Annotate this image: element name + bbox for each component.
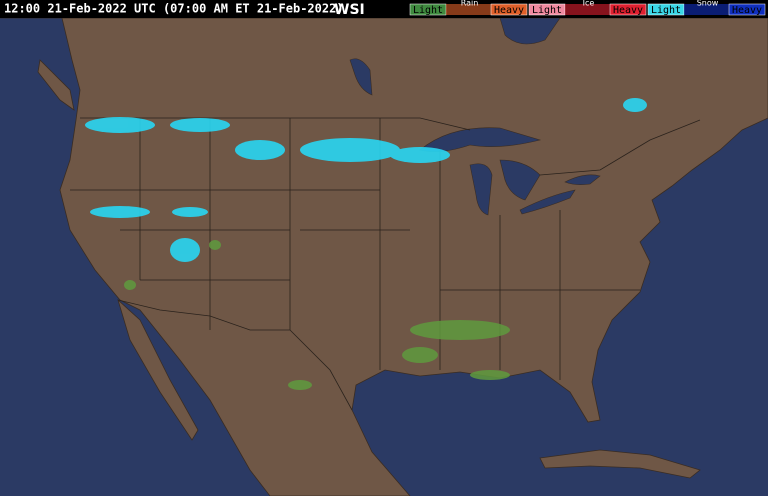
snow-echoes xyxy=(85,98,647,262)
baja xyxy=(117,298,199,441)
vancouver-island xyxy=(37,59,75,111)
legend-group-title: Snow xyxy=(697,0,719,8)
lake-erie xyxy=(519,189,576,215)
snow-echo xyxy=(85,117,155,133)
snow-echo xyxy=(170,118,230,132)
legend-low-label: Light xyxy=(651,5,681,16)
snow-echo xyxy=(390,147,450,163)
legend-mid-swatch xyxy=(446,4,491,15)
legend: Light Heavy Rain Light Heavy Ice Light Heavy Sno… xyxy=(409,0,766,16)
lake-huron xyxy=(499,159,541,201)
borders xyxy=(70,117,701,411)
rain-echo xyxy=(410,320,510,340)
legend-group-title: Rain xyxy=(461,0,479,8)
timestamp: 12:00 21-Feb-2022 UTC (07:00 AM ET 21-Fe… xyxy=(4,2,344,16)
lake-superior xyxy=(419,127,542,152)
legend-high-label: Heavy xyxy=(494,5,524,16)
rain-echoes xyxy=(124,240,510,390)
us-canada-border xyxy=(80,117,701,176)
snow-echo xyxy=(170,238,200,262)
great-lakes xyxy=(349,17,601,216)
rain-echo xyxy=(124,280,136,290)
rain-echo xyxy=(470,370,510,380)
snow-echo xyxy=(90,206,150,218)
legend-high-swatch xyxy=(728,3,766,16)
lake-ontario xyxy=(564,174,601,185)
logo: WSI xyxy=(334,2,365,18)
cuba xyxy=(539,449,701,479)
legend-mid-swatch xyxy=(684,4,729,15)
legend-low-label: Light xyxy=(413,5,443,16)
lake-michigan xyxy=(469,163,493,216)
legend-high-swatch xyxy=(490,3,528,16)
lake-winnipeg xyxy=(349,58,373,96)
legend-high-label: Heavy xyxy=(613,5,643,16)
legend-high-label: Heavy xyxy=(732,5,762,16)
snow-echo xyxy=(300,138,400,162)
snow-echo xyxy=(235,140,285,160)
hudson-bay xyxy=(499,17,561,45)
snow-echo xyxy=(172,207,208,217)
legend-high-swatch xyxy=(609,3,647,16)
legend-mid-swatch xyxy=(565,4,610,15)
state-lines xyxy=(70,118,640,380)
rain-echo xyxy=(402,347,438,363)
rain-echo xyxy=(209,240,221,250)
rain-echo xyxy=(288,380,312,390)
legend-low-label: Light xyxy=(532,5,562,16)
land xyxy=(0,17,768,496)
legend-group-title: Ice xyxy=(583,0,595,8)
snow-echo xyxy=(623,98,647,112)
us-mexico-border xyxy=(117,299,353,411)
